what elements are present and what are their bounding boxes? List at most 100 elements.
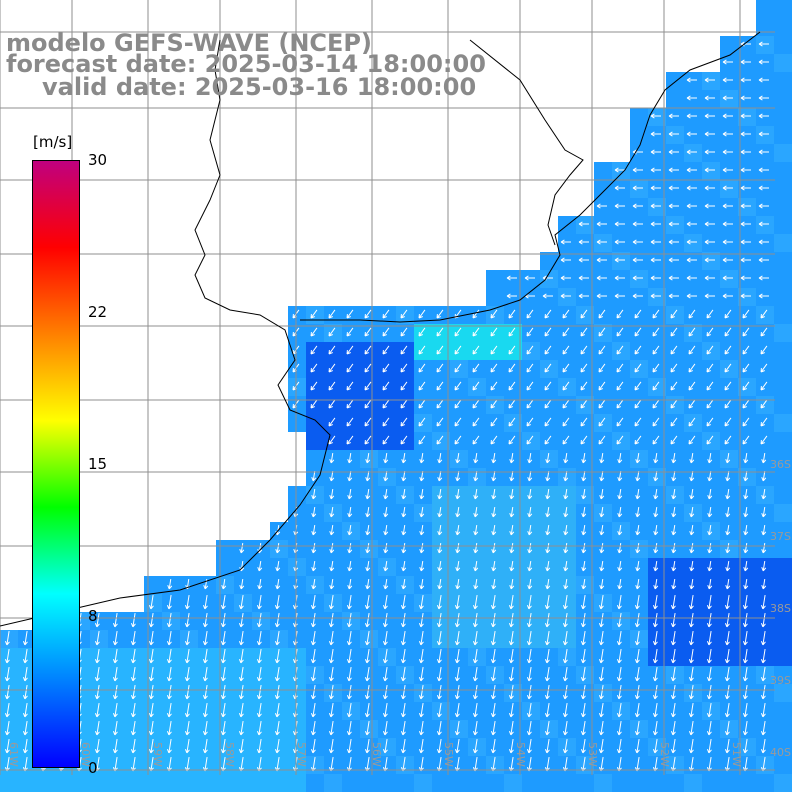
wind-cell <box>450 720 468 738</box>
wind-cell <box>342 738 360 756</box>
wind-cell <box>360 450 378 468</box>
wind-cell <box>396 774 414 792</box>
wind-arrow <box>758 59 769 65</box>
wind-arrow <box>383 470 389 482</box>
wind-arrow <box>598 721 604 736</box>
wind-cell <box>540 450 558 468</box>
wind-arrow <box>616 613 622 628</box>
wind-cell <box>630 666 648 684</box>
wind-arrow <box>365 560 371 572</box>
wind-arrow <box>454 345 462 355</box>
wind-arrow <box>274 595 280 610</box>
wind-arrow <box>652 721 658 736</box>
wind-cell <box>648 486 666 504</box>
wind-arrow <box>742 381 750 391</box>
wind-cell <box>738 288 756 306</box>
wind-arrow <box>130 613 136 628</box>
wind-arrow <box>437 578 443 590</box>
wind-arrow <box>581 488 587 500</box>
wind-cell <box>378 378 396 396</box>
wind-cell <box>306 378 324 396</box>
wind-arrow <box>418 363 426 373</box>
wind-cell <box>684 252 702 270</box>
colorbar-tick-22: 22 <box>88 303 108 321</box>
wind-arrow <box>328 721 334 736</box>
lon-label-59w: 59W <box>151 742 164 767</box>
wind-cell <box>216 576 234 594</box>
wind-arrow <box>562 345 570 355</box>
wind-cell <box>774 468 792 486</box>
wind-arrow <box>184 739 190 754</box>
wind-arrow <box>704 95 715 101</box>
wind-arrow <box>670 667 676 682</box>
wind-cell <box>648 234 666 252</box>
wind-cell <box>540 378 558 396</box>
wind-arrow <box>650 239 661 245</box>
wind-arrow <box>328 417 336 427</box>
wind-arrow <box>527 542 533 554</box>
wind-cell <box>18 774 36 792</box>
wind-arrow <box>382 739 388 754</box>
wind-arrow <box>617 524 623 536</box>
wind-cell <box>396 324 414 342</box>
wind-cell <box>306 774 324 792</box>
wind-arrow <box>400 309 408 319</box>
wind-cell <box>432 666 450 684</box>
wind-arrow <box>436 595 442 610</box>
wind-cell <box>432 774 450 792</box>
wind-arrow <box>436 685 442 700</box>
wind-cell <box>414 720 432 738</box>
wind-cell <box>342 594 360 612</box>
wind-cell <box>702 126 720 144</box>
wind-arrow <box>508 739 514 754</box>
wind-cell <box>576 540 594 558</box>
wind-cell <box>486 468 504 486</box>
wind-cell <box>612 504 630 522</box>
wind-cell <box>288 486 306 504</box>
wind-arrow <box>490 363 498 373</box>
wind-cell <box>558 774 576 792</box>
wind-arrow <box>616 435 624 445</box>
wind-arrow <box>167 578 173 590</box>
wind-cell <box>450 666 468 684</box>
wind-cell <box>414 540 432 558</box>
wind-cell <box>630 576 648 594</box>
wind-arrow <box>581 560 587 572</box>
wind-arrow <box>418 435 426 445</box>
wind-arrow <box>740 149 751 155</box>
wind-cell <box>90 612 108 630</box>
wind-arrow <box>560 257 571 263</box>
wind-cell <box>576 360 594 378</box>
wind-cell <box>468 612 486 630</box>
forecast-date: forecast date: 2025-03-14 18:00:00 <box>6 50 486 78</box>
wind-arrow <box>686 149 697 155</box>
wind-cell <box>702 450 720 468</box>
wind-cell <box>702 306 720 324</box>
wind-arrow <box>148 721 154 736</box>
wind-arrow <box>761 542 767 554</box>
wind-arrow <box>22 721 28 736</box>
wind-cell <box>288 648 306 666</box>
wind-arrow <box>274 721 280 736</box>
wind-arrow <box>686 95 697 101</box>
wind-cell <box>306 414 324 432</box>
wind-cell <box>594 180 612 198</box>
wind-cell <box>378 648 396 666</box>
wind-cell <box>558 288 576 306</box>
wind-arrow <box>346 327 354 337</box>
wind-cell <box>432 342 450 360</box>
wind-cell <box>648 180 666 198</box>
wind-cell <box>684 378 702 396</box>
wind-cell <box>594 774 612 792</box>
colorbar-unit: [m/s] <box>33 133 73 151</box>
wind-arrow <box>473 506 479 518</box>
wind-cell <box>306 738 324 756</box>
wind-cell <box>702 702 720 720</box>
wind-cell <box>702 216 720 234</box>
wind-cell <box>396 720 414 738</box>
wind-cell <box>630 630 648 648</box>
wind-cell <box>468 450 486 468</box>
wind-cell <box>558 630 576 648</box>
wind-arrow <box>310 649 316 664</box>
